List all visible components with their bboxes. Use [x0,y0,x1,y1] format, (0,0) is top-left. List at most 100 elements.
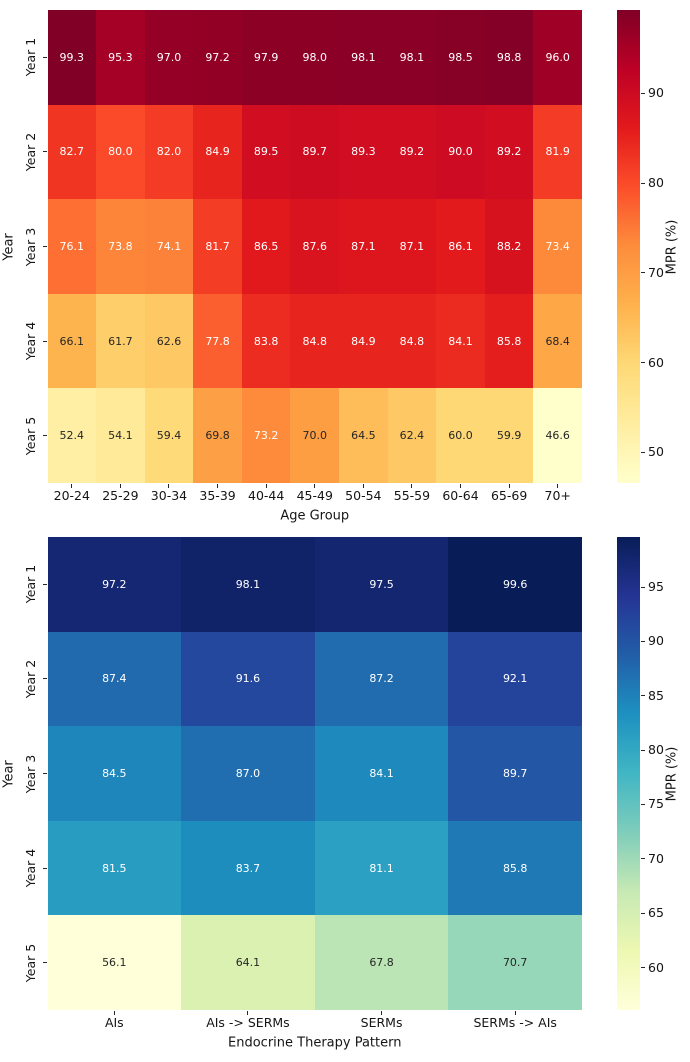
heatmap-cell: 61.7 [96,293,145,389]
cell-value: 87.1 [351,239,376,253]
cell-value: 84.9 [351,334,376,348]
heatmap-cell: 90.0 [436,104,485,200]
heatmap-cell: 89.7 [290,104,340,200]
heatmap-cell: 98.1 [181,537,315,632]
colorbar-tick-label: 90 [648,85,664,101]
cell-value: 69.8 [205,429,230,443]
heatmap-cell: 98.8 [484,10,534,105]
y-axis-tick [42,340,47,342]
heatmap-cell: 73.8 [96,199,145,294]
heatmap-cell: 81.7 [193,199,242,294]
col-tick-label: 30-34 [150,487,188,503]
cell-value: 74.1 [156,239,182,253]
cell-value: 84.5 [102,766,127,780]
cell-value: 98.1 [235,577,261,591]
cell-value: 89.7 [302,145,327,159]
heatmap-cell: 86.5 [241,199,291,294]
colorbar-tick [641,803,645,805]
cell-value: 99.6 [502,577,528,591]
heatmap-cell: 70.7 [448,915,582,1010]
cell-value: 89.3 [351,145,376,159]
heatmap-cell: 62.4 [387,388,437,483]
colorbar-tick-label: 50 [648,444,664,460]
row-tick-label: Year 5 [22,943,38,982]
col-tick-label: 65-69 [490,487,528,503]
heatmap-cell: 84.5 [47,726,182,821]
heatmap-cell: 83.7 [181,820,315,916]
cell-value: 46.6 [545,429,570,443]
colorbar-tick [641,749,645,751]
heatmap-cell: 99.3 [47,10,97,105]
y-axis-label: Year [1,759,17,788]
cell-value: 68.4 [545,334,570,348]
heatmap-cell: 52.4 [47,388,97,483]
colorbar-tick [641,92,645,94]
cell-value: 82.0 [156,145,182,159]
heatmap-cell: 97.2 [47,537,182,632]
cell-value: 84.9 [205,145,230,159]
heatmap-cell: 84.8 [387,293,437,389]
colorbar-tick-label: 85 [648,687,664,703]
row-tick-label: Year 3 [22,754,38,793]
heatmap-cell: 87.0 [181,726,315,821]
x-axis-tick [411,484,413,488]
x-axis-label: Age Group [280,508,350,524]
cell-value: 62.4 [399,429,425,443]
cell-value: 73.8 [108,239,133,253]
cell-value: 67.8 [369,956,394,970]
colorbar-tick [641,272,645,274]
heatmap-cell: 89.7 [448,726,582,821]
heatmap-cell: 62.6 [144,293,194,389]
col-tick-label: 70+ [544,487,571,503]
cell-value: 98.1 [351,50,376,64]
heatmap-cell: 91.6 [181,631,315,727]
heatmap-cell: 64.5 [339,388,388,483]
cell-value: 83.8 [253,334,279,348]
cell-value: 73.4 [545,239,570,253]
colorbar-tick [641,451,645,453]
heatmap-cell: 84.9 [339,293,388,389]
heatmap-cell: 87.1 [387,199,437,294]
heatmap-cell: 89.3 [339,104,388,200]
cell-value: 98.5 [448,50,473,64]
heatmap-cell: 67.8 [314,915,449,1010]
col-tick-label: 35-39 [199,487,236,503]
heatmap-cell: 89.5 [241,104,291,200]
cell-value: 89.5 [253,145,279,159]
heatmap-cell: 83.8 [241,293,291,389]
cell-value: 60.0 [448,429,473,443]
colorbar [617,537,640,1010]
heatmap-cell: 59.9 [484,388,534,483]
heatmap-cell: 97.2 [193,10,242,105]
col-tick-label: SERMs -> AIs [473,1014,557,1030]
cell-value: 89.2 [496,145,522,159]
y-axis-tick [42,962,47,964]
heatmap-cell: 87.2 [314,631,449,727]
row-tick-label: Year 1 [22,38,38,77]
y-axis-tick [42,583,47,585]
colorbar-tick-label: 70 [648,264,664,280]
heatmap-cell: 89.2 [387,104,437,200]
cell-value: 66.1 [59,334,85,348]
cell-value: 90.0 [448,145,473,159]
colorbar-tick [641,362,645,364]
colorbar-tick-label: 75 [648,796,664,812]
row-tick-label: Year 4 [22,321,38,361]
heatmap-cell: 66.1 [47,293,97,389]
cell-value: 80.0 [108,145,133,159]
cell-value: 81.7 [205,239,230,253]
heatmap-cell: 95.3 [96,10,145,105]
heatmap-cell: 80.0 [96,104,145,200]
cell-value: 97.2 [205,50,230,64]
cell-value: 99.3 [59,50,85,64]
x-axis-tick [119,484,121,488]
col-tick-label: 50-54 [345,487,382,503]
heatmap-cell: 81.1 [314,820,449,916]
colorbar-tick-label: 65 [648,904,664,920]
x-axis-tick [247,1011,249,1015]
heatmap-cell: 54.1 [96,388,145,483]
cell-value: 89.2 [399,145,425,159]
heatmap-cell: 97.0 [144,10,194,105]
x-axis-tick [265,484,267,488]
heatmap-cell: 99.6 [448,537,582,632]
